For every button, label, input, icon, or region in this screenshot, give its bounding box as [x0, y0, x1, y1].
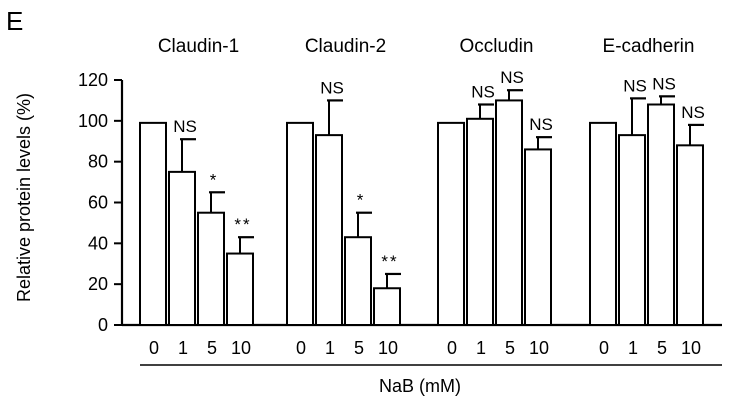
- group-title: E-cadherin: [603, 36, 695, 57]
- significance-label: NS: [623, 76, 647, 95]
- significance-label: NS: [471, 83, 495, 102]
- y-tick-label: 100: [78, 111, 108, 131]
- bar: [344, 236, 372, 326]
- bar: [286, 121, 314, 326]
- y-tick-label: 20: [88, 274, 108, 294]
- x-tick-label: 1: [476, 338, 486, 358]
- x-tick-label: 10: [681, 338, 701, 358]
- y-axis-label: Relative protein levels (%): [14, 93, 34, 302]
- bar: [524, 148, 552, 326]
- group-title: Claudin-2: [305, 36, 386, 57]
- significance-label: NS: [500, 68, 524, 87]
- significance-label: NS: [529, 115, 553, 134]
- bar: [495, 99, 523, 326]
- bar: [373, 287, 401, 326]
- bar: [437, 121, 465, 326]
- significance-label: *: [210, 170, 219, 189]
- y-tick-label: 80: [88, 152, 108, 172]
- bar: [618, 134, 646, 326]
- y-tick-label: 40: [88, 233, 108, 253]
- panel-label: E: [6, 6, 23, 36]
- bar: [197, 211, 225, 326]
- y-ticks: 0 20 40 60 80 100 120: [78, 70, 122, 335]
- group-title: Occludin: [460, 36, 534, 57]
- bar: [466, 117, 494, 326]
- x-tick-label: 5: [657, 338, 667, 358]
- x-tick-label: 10: [378, 338, 398, 358]
- x-tick-label: 10: [529, 338, 549, 358]
- bar: [139, 121, 167, 326]
- x-tick-label: 10: [231, 338, 251, 358]
- bar: [647, 103, 675, 326]
- x-axis-title: NaB (mM): [379, 376, 461, 396]
- significance-label: **: [381, 252, 398, 271]
- significance-label: NS: [652, 74, 676, 93]
- bar: [315, 134, 343, 326]
- x-tick-label: 1: [325, 338, 335, 358]
- x-tick-label: 0: [296, 338, 306, 358]
- y-tick-label: 60: [88, 193, 108, 213]
- x-tick-label: 5: [354, 338, 364, 358]
- y-tick-label: 120: [78, 70, 108, 90]
- x-tick-label: 0: [599, 338, 609, 358]
- x-tick-label: 0: [149, 338, 159, 358]
- x-tick-label: 5: [505, 338, 515, 358]
- bar: [168, 170, 196, 326]
- bar-group: Claudin-2 0 1 NS 5 * 10 **: [286, 36, 401, 358]
- significance-label: NS: [173, 117, 197, 136]
- bar: [676, 144, 704, 326]
- x-tick-label: 0: [447, 338, 457, 358]
- significance-label: NS: [681, 103, 705, 122]
- bar-group: Occludin 0 1 NS 5 NS 10 NS: [437, 36, 553, 358]
- x-tick-label: 5: [207, 338, 217, 358]
- group-title: Claudin-1: [158, 36, 239, 57]
- bar-group: Claudin-1 0 1 NS 5 * 10 **: [139, 36, 254, 358]
- x-tick-label: 1: [628, 338, 638, 358]
- x-tick-label: 1: [178, 338, 188, 358]
- significance-label: **: [234, 215, 251, 234]
- bar-group: E-cadherin 0 1 NS 5 NS 10 NS: [589, 36, 705, 358]
- y-tick-label: 0: [98, 315, 108, 335]
- significance-label: NS: [320, 78, 344, 97]
- bar: [226, 252, 254, 327]
- bar: [589, 121, 617, 326]
- significance-label: *: [357, 191, 366, 210]
